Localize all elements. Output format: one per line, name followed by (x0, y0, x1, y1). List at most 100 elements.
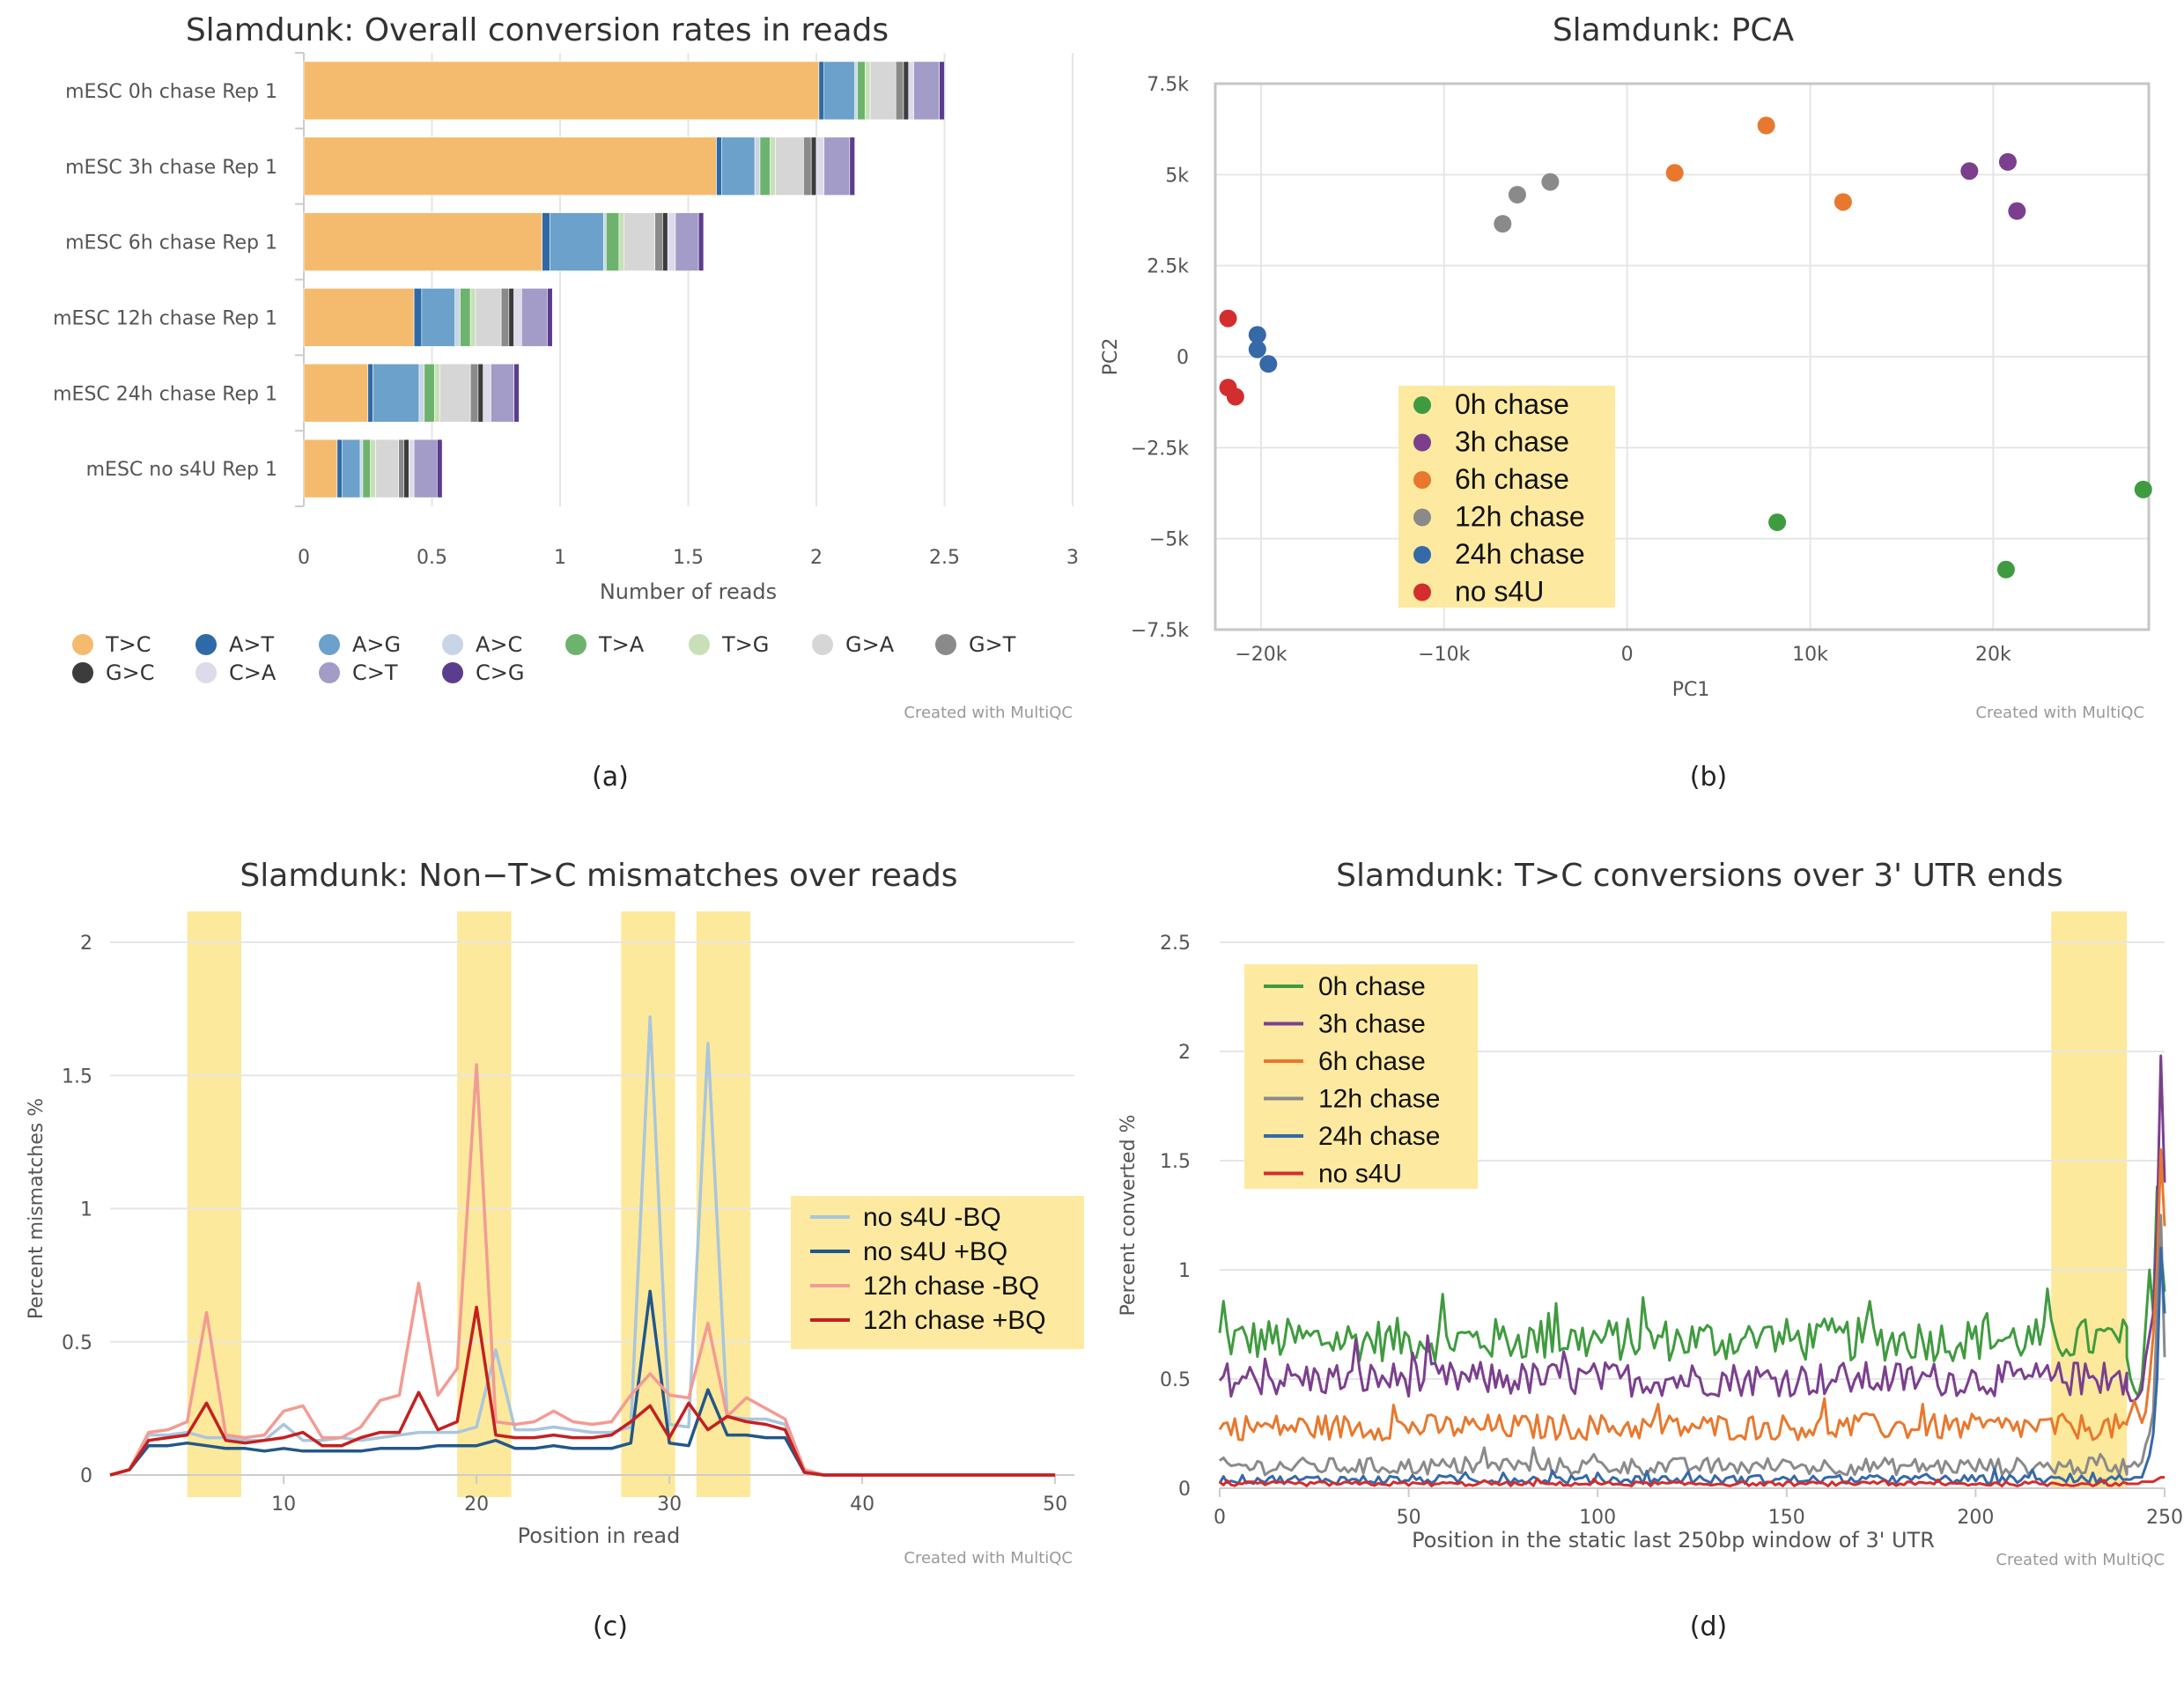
y-category-label: mESC no s4U Rep 1 (86, 459, 277, 481)
legend-label: 12h chase -BQ (863, 1272, 1039, 1301)
legend-box (1244, 964, 1478, 1189)
bar-segment-A-to-G (342, 439, 361, 498)
bar-segment-G-to-A (439, 363, 471, 423)
bar-segment-A-to-C (454, 288, 461, 347)
legend-label: 3h chase (1455, 426, 1569, 458)
chart-title: Slamdunk: Overall conversion rates in re… (186, 12, 889, 48)
bar-segment-G-to-C (810, 136, 817, 196)
bar-segment-T-to-C (303, 439, 338, 498)
bar-segment-G-to-T (398, 439, 404, 498)
y-tick-label: 2.5 (1160, 933, 1191, 955)
bar-segment-T-to-A (759, 136, 771, 196)
caption-b: (b) (1689, 762, 1728, 793)
bar-segment-C-to-A (409, 439, 415, 498)
x-tick-label: 3 (1066, 547, 1079, 569)
chart-title: Slamdunk: PCA (1553, 12, 1795, 48)
y-tick-label: 5k (1165, 165, 1189, 187)
chart-d-svg: Slamdunk: T>C conversions over 3' UTR en… (1118, 858, 2183, 1569)
x-tick-label: 2.5 (929, 547, 960, 569)
y-tick-label: 0.5 (1160, 1369, 1191, 1391)
bar-segment-C-to-T (823, 136, 851, 196)
legend-marker (1413, 471, 1431, 489)
x-tick-label: 1 (554, 547, 566, 569)
bar-segment-T-to-G (618, 212, 625, 271)
legend-label: A>G (352, 632, 401, 657)
bar-segment-T-to-A (606, 212, 620, 271)
bar-segment-C-to-G (697, 212, 705, 271)
y-tick-label: −5k (1149, 529, 1189, 551)
bar-segment-G-to-A (623, 212, 655, 271)
highlight-band (187, 911, 241, 1497)
scatter-point (1541, 173, 1560, 191)
legend-label: G>A (845, 632, 895, 657)
bar-segment-A-to-C (603, 212, 607, 271)
bar-segment-T-to-A (857, 61, 866, 121)
x-tick-label: 0 (1621, 644, 1634, 666)
scatter-point (1768, 513, 1787, 532)
bar-segment-C-to-A (815, 136, 825, 196)
legend-marker (1413, 583, 1431, 601)
x-tick-label: 50 (1043, 1494, 1067, 1516)
x-tick-label: 2 (810, 547, 823, 569)
chart-c-svg: Slamdunk: Non−T>C mismatches over reads 0… (26, 858, 1084, 1567)
bar-segment-C-to-T (675, 212, 699, 271)
bar-segment-G-to-A (475, 288, 502, 347)
y-category-label: mESC 6h chase Rep 1 (65, 232, 277, 254)
bar-segment-C-to-G (547, 288, 553, 347)
bar-segment-C-to-G (437, 439, 443, 498)
series-line (1219, 1476, 2165, 1487)
scatter-point (1960, 162, 1979, 181)
x-tick-label: 10k (1792, 644, 1828, 666)
bar-segment-A-to-T (336, 439, 343, 498)
y-category-label: mESC 12h chase Rep 1 (53, 307, 277, 329)
scatter-point (1219, 309, 1237, 328)
legend-label: C>A (229, 660, 277, 685)
scatter-point (1998, 152, 2017, 171)
legend-label: 6h chase (1455, 463, 1569, 495)
legend-marker (565, 634, 587, 655)
series-line (1219, 1213, 2166, 1477)
x-axis-label: Position in read (518, 1523, 681, 1548)
y-tick-label: 1 (80, 1199, 92, 1221)
y-tick-label: 2 (1178, 1042, 1191, 1064)
bar-segment-G-to-T (895, 61, 904, 121)
series-line (1218, 1148, 2166, 1442)
series-line (1218, 1054, 2166, 1403)
scatter-point (1834, 193, 1852, 211)
bar-segment-T-to-G (370, 439, 376, 498)
caption-a: (a) (592, 762, 629, 793)
bar-segment-T-to-C (303, 136, 717, 196)
bar-segment-C-to-A (667, 212, 676, 271)
bar-segment-C-to-T (913, 61, 940, 121)
scatter-point (1508, 186, 1526, 204)
legend-marker (1413, 433, 1431, 452)
scatter-point (1757, 116, 1775, 135)
y-axis-label: PC2 (1100, 338, 1122, 376)
bar-segment-A-to-G (823, 61, 855, 121)
legend-label: C>T (352, 660, 398, 685)
legend-label: T>A (598, 632, 645, 657)
legend-marker (319, 634, 340, 655)
panel-a-conversion-rates: Slamdunk: Overall conversion rates in re… (0, 0, 1092, 740)
legend-marker (196, 662, 217, 683)
credit-text: Created with MultiQC (1975, 704, 2144, 722)
x-tick-label: 1.5 (673, 547, 704, 569)
legend-marker (935, 634, 956, 655)
legend-marker (812, 634, 833, 655)
legend-label: A>T (229, 632, 275, 657)
x-tick-label: 20 (464, 1494, 489, 1516)
x-tick-label: 250 (2146, 1507, 2183, 1529)
x-tick-label: −10k (1418, 644, 1470, 666)
bar-segment-A-to-C (754, 136, 761, 196)
y-tick-label: 1.5 (1160, 1151, 1191, 1173)
bar-segment-G-to-C (903, 61, 910, 121)
legend-marker (1413, 396, 1431, 414)
legend-box (791, 1196, 1084, 1349)
legend-label: no s4U (1318, 1160, 1402, 1189)
legend-label: G>T (969, 632, 1016, 657)
bar-segment-G-to-A (869, 61, 896, 121)
x-tick-label: 100 (1579, 1507, 1616, 1529)
series-line (1218, 1185, 2166, 1398)
y-axis-label: Percent mismatches % (26, 1098, 48, 1319)
credit-text: Created with MultiQC (1996, 1551, 2165, 1569)
